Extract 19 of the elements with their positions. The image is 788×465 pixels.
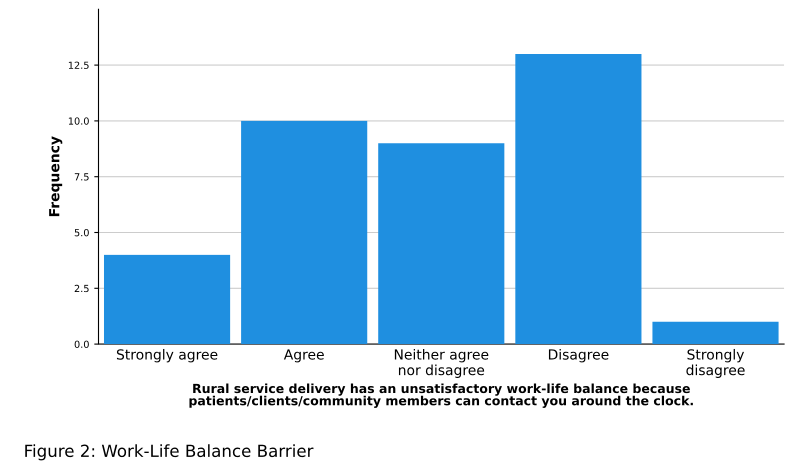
bar [515, 54, 642, 344]
caption: Figure 2: Work-Life Balance Barrier [25, 444, 314, 460]
x-tick-label: Agree [284, 349, 324, 362]
bar [241, 120, 368, 344]
y-tick-label: 5.0 [74, 228, 89, 236]
y-tick-label: 7.5 [74, 173, 89, 181]
y-tick-label: 10.0 [68, 117, 89, 125]
x-tick-label: Strongly agree [116, 348, 218, 362]
x-tick-label: Neither agree nor disagree [394, 348, 488, 378]
x-tick-label: Strongly disagree [686, 348, 745, 378]
bar [104, 254, 230, 344]
y-tick-label: 12.5 [68, 62, 89, 69]
x-axis-title: Rural service delivery has an unsatisfactory work-life balance because patients/clients/community members can contact you around the clock. [189, 384, 693, 408]
y-axis-title: Frequency [49, 136, 62, 216]
y-tick-label: 0.0 [74, 340, 89, 348]
x-tick-label: Disagree [548, 348, 608, 362]
bar [652, 322, 779, 344]
bar [378, 143, 504, 344]
y-tick-label: 2.5 [74, 284, 89, 292]
